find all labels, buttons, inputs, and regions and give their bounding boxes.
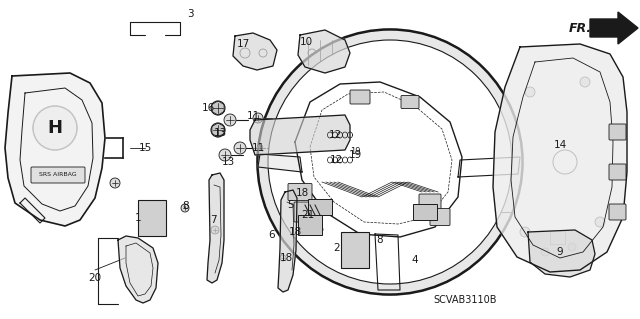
FancyBboxPatch shape <box>308 199 332 215</box>
Text: 1: 1 <box>134 213 141 223</box>
Text: 2: 2 <box>333 243 340 253</box>
Polygon shape <box>298 30 350 73</box>
Circle shape <box>110 178 120 188</box>
Text: 8: 8 <box>377 235 383 245</box>
Text: 19: 19 <box>349 147 360 157</box>
Text: 17: 17 <box>236 39 250 49</box>
Circle shape <box>258 30 522 294</box>
FancyBboxPatch shape <box>341 232 369 268</box>
Circle shape <box>365 122 385 142</box>
FancyBboxPatch shape <box>609 204 626 220</box>
Circle shape <box>280 255 286 261</box>
Circle shape <box>445 122 456 132</box>
Circle shape <box>234 142 246 154</box>
Circle shape <box>525 87 535 97</box>
Circle shape <box>399 126 421 148</box>
Circle shape <box>307 227 313 233</box>
Circle shape <box>374 236 382 244</box>
Text: 11: 11 <box>252 143 264 153</box>
Circle shape <box>568 243 576 251</box>
Circle shape <box>211 226 219 234</box>
Text: 6: 6 <box>269 230 275 240</box>
Polygon shape <box>278 190 297 292</box>
Circle shape <box>211 101 225 115</box>
Circle shape <box>257 143 267 153</box>
Text: SRS AIRBAG: SRS AIRBAG <box>39 173 77 177</box>
Circle shape <box>338 130 362 154</box>
Text: 10: 10 <box>300 37 312 47</box>
Text: 14: 14 <box>554 140 566 150</box>
Circle shape <box>445 192 456 202</box>
Circle shape <box>33 106 77 150</box>
FancyBboxPatch shape <box>298 215 322 235</box>
Circle shape <box>520 227 530 237</box>
FancyBboxPatch shape <box>31 167 85 183</box>
Circle shape <box>580 77 590 87</box>
Text: 3: 3 <box>187 9 193 19</box>
Circle shape <box>211 123 225 137</box>
Circle shape <box>385 227 395 237</box>
Circle shape <box>302 207 308 213</box>
Text: 13: 13 <box>213 128 227 138</box>
Circle shape <box>426 163 444 181</box>
Circle shape <box>253 113 263 123</box>
Circle shape <box>400 192 420 212</box>
FancyBboxPatch shape <box>419 194 441 210</box>
Polygon shape <box>118 236 158 303</box>
Text: 13: 13 <box>221 157 235 167</box>
Text: 8: 8 <box>182 201 189 211</box>
Polygon shape <box>258 154 302 172</box>
Text: 11: 11 <box>246 111 260 121</box>
Circle shape <box>181 204 189 212</box>
Polygon shape <box>590 12 638 44</box>
FancyBboxPatch shape <box>401 95 419 108</box>
Text: 4: 4 <box>412 255 419 265</box>
FancyBboxPatch shape <box>138 200 166 236</box>
Circle shape <box>295 185 301 191</box>
Text: 7: 7 <box>210 215 216 225</box>
FancyBboxPatch shape <box>413 204 437 220</box>
Text: 12: 12 <box>330 155 342 165</box>
FancyBboxPatch shape <box>430 209 450 226</box>
Polygon shape <box>207 173 224 283</box>
FancyBboxPatch shape <box>609 124 626 140</box>
Circle shape <box>385 87 395 97</box>
Text: H: H <box>47 119 63 137</box>
FancyBboxPatch shape <box>609 164 626 180</box>
Text: 20: 20 <box>88 273 102 283</box>
Text: 19: 19 <box>348 150 362 160</box>
Polygon shape <box>493 44 627 272</box>
FancyBboxPatch shape <box>350 90 370 104</box>
Text: 18: 18 <box>280 253 292 263</box>
Text: 16: 16 <box>202 103 214 113</box>
Polygon shape <box>250 115 350 155</box>
FancyBboxPatch shape <box>294 202 316 222</box>
Text: 21: 21 <box>301 210 315 220</box>
FancyBboxPatch shape <box>288 183 312 201</box>
Text: FR.: FR. <box>568 23 591 35</box>
Polygon shape <box>528 230 595 277</box>
Text: 5: 5 <box>287 200 293 210</box>
Circle shape <box>286 191 294 199</box>
Polygon shape <box>233 33 277 70</box>
Circle shape <box>327 184 343 200</box>
Circle shape <box>224 114 236 126</box>
Circle shape <box>361 203 379 221</box>
Text: SCVAB3110B: SCVAB3110B <box>433 295 497 305</box>
Circle shape <box>268 40 512 284</box>
Text: 18: 18 <box>296 188 308 198</box>
Text: 9: 9 <box>557 247 563 257</box>
Text: 12: 12 <box>328 130 342 140</box>
Circle shape <box>541 248 549 256</box>
Circle shape <box>219 149 231 161</box>
Text: 15: 15 <box>138 143 152 153</box>
Circle shape <box>595 217 605 227</box>
Polygon shape <box>5 73 105 226</box>
Text: 18: 18 <box>289 227 301 237</box>
Circle shape <box>324 122 334 132</box>
Circle shape <box>324 192 334 202</box>
